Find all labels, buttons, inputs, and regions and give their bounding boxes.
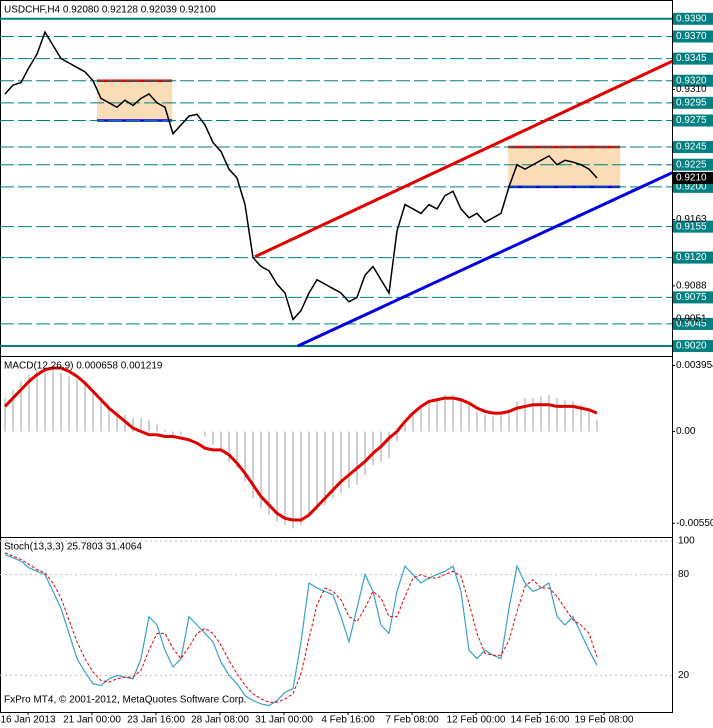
level-label: 0.9295 [676,97,707,108]
y-tick-label: 0.9310 [676,84,707,95]
level-label-bg [673,30,713,43]
level-label-bg [673,317,713,330]
stoch-main [4,553,598,707]
level-label-bg [673,114,713,127]
x-tick-label: 23 Jan 16:00 [127,715,185,726]
range-box [97,80,173,121]
y-tick-label: 20 [678,670,690,681]
panel-frame [0,537,673,713]
x-tick-label: 14 Feb 16:00 [511,715,570,726]
level-label-bg [673,251,713,264]
level-label: 0.9120 [676,252,707,263]
level-label: 0.9370 [676,31,707,42]
x-tick-label: 12 Feb 00:00 [447,715,506,726]
x-tick-label: 16 Jan 2013 [0,715,55,726]
trendline [297,171,673,348]
y-tick-label: 0.9163 [676,214,707,225]
level-label: 0.9345 [676,53,707,64]
level-label-bg [673,220,713,233]
level-label: 0.9020 [676,341,707,352]
panel-title: Stoch(13,3,3) 25.7803 31.4064 [4,542,142,553]
x-tick-label: 4 Feb 16:00 [321,715,375,726]
current-price-bg [673,172,713,184]
x-tick-label: 28 Jan 08:00 [191,715,249,726]
level-label-bg [673,158,713,171]
range-box [508,147,621,187]
level-label-bg [673,12,713,25]
signal-line [3,366,598,522]
y-tick-label: 0.00 [676,426,696,437]
y-tick-label: 80 [678,569,690,580]
y-tick-label: -0.00550 [676,518,713,529]
y-tick-label: 100 [678,536,695,547]
footer: FxPro MT4, © 2001-2012, MetaQuotes Softw… [4,695,246,706]
level-label: 0.9155 [676,221,707,232]
level-label: 0.9225 [676,159,707,170]
x-tick-label: 19 Feb 08:00 [575,715,634,726]
level-label: 0.9075 [676,292,707,303]
level-label-bg [673,52,713,65]
level-label-bg [673,141,713,154]
x-tick-label: 21 Jan 00:00 [63,715,121,726]
price-line [4,30,598,321]
y-tick-label: 0.003954 [676,360,713,371]
x-tick-label: 7 Feb 08:00 [385,715,439,726]
level-label-bg [673,74,713,87]
level-label-bg [673,291,713,304]
level-label: 0.9245 [676,142,707,153]
panel-title: MACD(12,26,9) 0.000658 0.001219 [4,361,163,372]
level-label-bg [673,96,713,109]
level-label: 0.9275 [676,115,707,126]
level-label: 0.9390 [676,13,707,24]
level-label: 0.9045 [676,319,707,330]
level-label: 0.9320 [676,75,707,86]
panel-frame [0,356,673,538]
y-tick-label: 0.9051 [676,313,707,324]
stoch-signal [4,552,598,703]
y-tick-label: 0.9088 [676,281,707,292]
level-label-bg [673,340,713,353]
panel-title: USDCHF,H4 0.92080 0.92128 0.92039 0.9210… [4,5,216,16]
x-tick-label: 31 Jan 00:00 [255,715,313,726]
trendline [254,59,673,259]
level-label: 0.9200 [676,181,707,192]
current-price: 0.9210 [676,173,707,184]
